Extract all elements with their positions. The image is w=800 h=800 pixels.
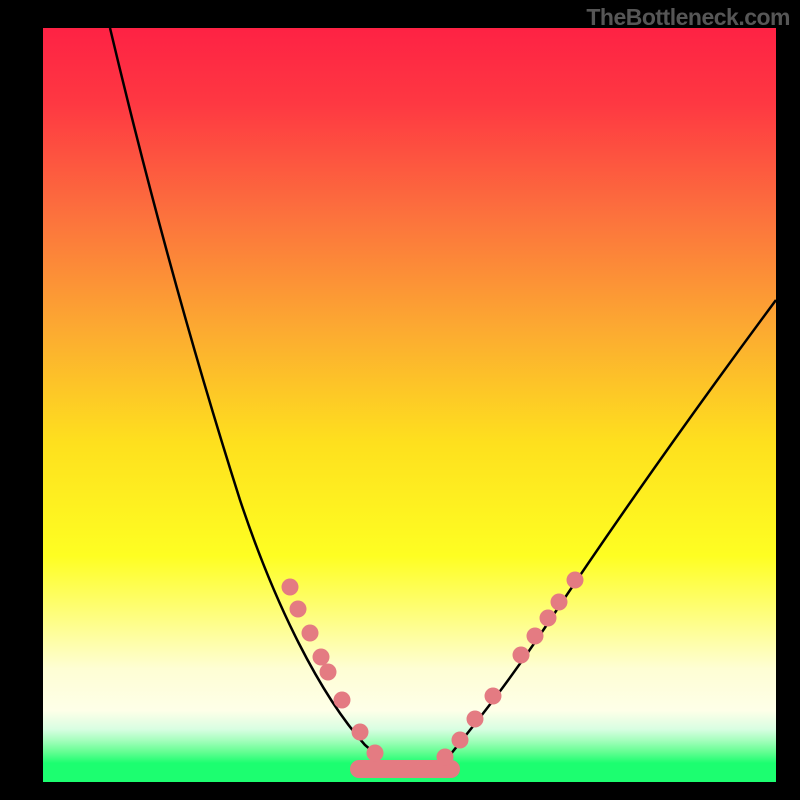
marker-dot bbox=[567, 572, 584, 589]
marker-dot bbox=[467, 711, 484, 728]
watermark-text: TheBottleneck.com bbox=[586, 4, 790, 31]
chart-svg bbox=[0, 0, 800, 800]
marker-dot bbox=[334, 692, 351, 709]
chart-container: TheBottleneck.com bbox=[0, 0, 800, 800]
marker-dot bbox=[540, 610, 557, 627]
marker-dot bbox=[452, 732, 469, 749]
marker-dot bbox=[485, 688, 502, 705]
marker-dot bbox=[513, 647, 530, 664]
marker-dot bbox=[282, 579, 299, 596]
marker-dot bbox=[551, 594, 568, 611]
marker-dot bbox=[290, 601, 307, 618]
marker-dot bbox=[352, 724, 369, 741]
marker-dot bbox=[437, 749, 454, 766]
marker-dot bbox=[320, 664, 337, 681]
marker-dot bbox=[367, 745, 384, 762]
marker-dot bbox=[313, 649, 330, 666]
marker-dot bbox=[302, 625, 319, 642]
marker-dot bbox=[527, 628, 544, 645]
plot-background bbox=[43, 28, 776, 782]
